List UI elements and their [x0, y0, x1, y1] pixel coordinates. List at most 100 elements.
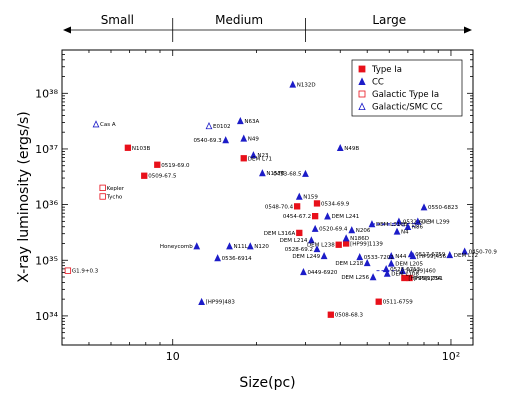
data-point	[92, 120, 100, 128]
data-point	[387, 259, 395, 267]
point-label: DEM L241	[332, 214, 360, 220]
point-label: DEM L316B	[376, 222, 408, 228]
y-tick-label: 10³⁶	[35, 199, 58, 212]
data-point	[368, 220, 376, 228]
point-label: DEM L238	[307, 243, 335, 249]
point-label: DEM L205	[395, 261, 423, 267]
point-label: 0528-69.2	[285, 247, 313, 253]
legend-marker	[358, 77, 366, 86]
point-labels: N103B 0519-69.0 0509-67.5 DEM L71 0548-70.4 0…	[72, 82, 497, 318]
data-point	[289, 80, 297, 88]
data-point	[324, 212, 331, 220]
data-point	[446, 251, 454, 259]
data-point	[414, 217, 422, 225]
point-label: N206	[356, 228, 371, 234]
data-point	[335, 241, 342, 248]
point-label: [HP99]483	[206, 300, 236, 306]
data-point	[393, 227, 401, 235]
point-label: DEM L108	[391, 271, 419, 277]
data-point	[154, 161, 161, 168]
legend-box	[351, 59, 463, 117]
data-point	[99, 184, 106, 192]
size-bands: Small Medium Large	[63, 13, 472, 42]
dashed-connector	[371, 223, 418, 228]
data-point	[222, 136, 230, 144]
data-points	[64, 80, 469, 318]
data-point	[302, 169, 309, 177]
data-point	[356, 253, 364, 261]
data-point	[420, 203, 428, 211]
point-label: 0548-70.4	[265, 204, 294, 210]
data-point	[409, 252, 417, 260]
point-label: DEM L214	[280, 238, 308, 244]
data-point	[312, 213, 319, 220]
legend-label: Galactic/SMC CC	[372, 103, 443, 113]
data-point	[226, 242, 233, 250]
legend-label: CC	[372, 78, 384, 88]
point-label: 0532-67.5	[403, 219, 432, 225]
data-point	[327, 311, 334, 318]
point-label: N49B	[344, 146, 359, 152]
data-point	[313, 245, 321, 253]
legend-label: Type Ia	[371, 65, 402, 75]
data-point	[404, 222, 412, 231]
data-point	[236, 117, 244, 125]
point-label: N103B	[132, 146, 151, 152]
x-axis-title: Size(pc)	[239, 375, 295, 391]
y-tick-label: 10³⁸	[35, 87, 58, 100]
plot-area	[61, 49, 474, 346]
data-point	[342, 234, 350, 242]
data-point	[64, 267, 72, 274]
dashed-connector	[371, 222, 418, 225]
point-label: N159	[303, 194, 318, 200]
point-label: 0453-68.5	[273, 172, 302, 178]
legend-marker	[358, 90, 366, 98]
y-axis-title: X-ray luminosity (ergs/s)	[16, 111, 32, 282]
point-label: 0509-67.5	[148, 174, 177, 180]
axis-ticks: 10 10² 10³⁴ 10³⁵ 10³⁶ 10³⁷ 10³⁸	[35, 50, 473, 363]
point-label: Kepler	[107, 186, 125, 192]
point-label: 0520-69.4	[319, 227, 348, 233]
point-label: E0102	[213, 124, 230, 130]
data-point	[293, 203, 301, 210]
data-point	[375, 298, 382, 305]
point-label: N120	[254, 244, 269, 250]
point-label: [HP99]791	[414, 276, 443, 282]
point-label: [HP99]456	[417, 254, 447, 260]
point-label: 0517-6759	[415, 252, 445, 258]
data-point	[311, 224, 319, 232]
point-label: 0454-67.2	[283, 214, 311, 220]
data-point	[296, 229, 303, 237]
legend-marker	[358, 102, 366, 111]
point-label: 0511-6759	[383, 300, 413, 306]
point-label: N86	[412, 225, 424, 231]
band-label: Medium	[215, 13, 263, 27]
data-point	[399, 266, 406, 274]
data-point	[240, 155, 247, 162]
data-point	[342, 240, 350, 247]
data-point	[336, 143, 344, 152]
data-point	[307, 236, 315, 244]
point-label: [HP99]1139	[350, 242, 383, 248]
band-arrow-right	[464, 26, 472, 34]
data-point	[395, 217, 403, 225]
legend: Type Ia CC Galactic Type Ia Galactic/SMC CC	[351, 59, 463, 117]
y-tick-label: 10³⁴	[35, 310, 58, 323]
point-label: DEM L299	[422, 219, 450, 225]
data-point	[124, 144, 132, 151]
x-tick-label: 10	[166, 350, 180, 363]
point-label: 0550-6823	[428, 205, 458, 211]
point-label: 0519-69.0	[161, 163, 190, 169]
y-tick-label: 10³⁵	[35, 254, 58, 267]
point-label: [HP99]1234	[408, 276, 441, 282]
data-point	[406, 274, 413, 282]
data-point	[99, 193, 106, 200]
x-tick-label: 10²	[442, 350, 460, 363]
data-point	[214, 254, 222, 262]
point-label: N63A	[244, 119, 259, 125]
data-point	[461, 247, 469, 255]
data-point	[198, 297, 205, 305]
band-arrow-left	[63, 26, 71, 34]
point-label: N49	[248, 136, 260, 142]
